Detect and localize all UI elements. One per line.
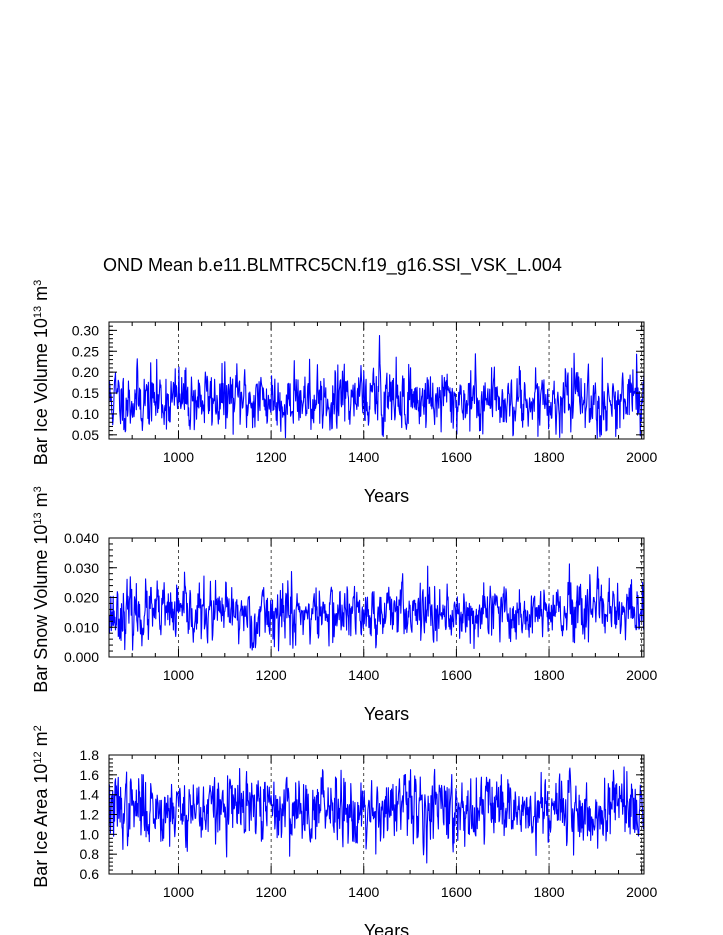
x-tick-label: 1000 [163, 667, 194, 683]
x-axis-label: Years [364, 921, 409, 935]
y-tick-label: 0.010 [64, 619, 99, 635]
x-tick-label: 1800 [533, 667, 564, 683]
x-tick-label: 1600 [441, 449, 472, 465]
x-axis-label: Years [364, 486, 409, 506]
y-tick-label: 0.8 [80, 846, 100, 862]
y-tick-label: 0.05 [72, 427, 99, 443]
panel-ice-volume: 0.05 0.10 0.15 0.20 0.25 0.30 1000 1200 1400 160… [31, 280, 657, 506]
y-axis-label-unit-exponent: 3 [32, 280, 44, 286]
y-axis-label: Bar Ice Volume 1013 m3 [31, 280, 51, 465]
y-axis-label-unit: m [31, 492, 51, 512]
y-tick-label: 1.4 [80, 787, 100, 803]
y-tick-labels: 0.000 0.010 0.020 0.030 0.040 [64, 530, 99, 665]
x-tick-label: 2000 [626, 884, 657, 900]
chart-title: OND Mean b.e11.BLMTRC5CN.f19_g16.SSI_VSK… [103, 255, 562, 276]
y-tick-labels: 0.6 0.8 1.0 1.2 1.4 1.6 1.8 [80, 747, 100, 882]
tick-marks [108, 537, 644, 658]
y-axis-label-exponent: 13 [32, 512, 44, 524]
y-tick-label: 0.040 [64, 530, 99, 546]
y-tick-labels: 0.05 0.10 0.15 0.20 0.25 0.30 [72, 322, 99, 442]
y-axis-label-base: Bar Ice Volume 10 [31, 318, 51, 465]
x-tick-label: 2000 [626, 449, 657, 465]
grid-lines [178, 538, 643, 657]
y-tick-label: 1.2 [80, 807, 100, 823]
x-tick-labels: 1000 1200 1400 1600 1800 2000 [163, 449, 658, 465]
x-tick-label: 1000 [163, 449, 194, 465]
series-snow-volume [108, 563, 645, 652]
series-ice-area [108, 766, 645, 864]
y-tick-label: 0.000 [64, 649, 99, 665]
y-tick-label: 0.25 [72, 343, 99, 359]
series-line [108, 335, 645, 439]
y-axis-label-base: Bar Ice Area 10 [31, 764, 51, 888]
y-tick-label: 0.6 [80, 866, 100, 882]
y-tick-label: 0.20 [72, 364, 99, 380]
y-tick-label: 0.15 [72, 385, 99, 401]
x-tick-label: 1000 [163, 884, 194, 900]
y-axis-label-unit: m [31, 731, 51, 751]
y-tick-label: 1.0 [80, 826, 100, 842]
y-tick-label: 1.6 [80, 767, 100, 783]
x-tick-label: 1600 [441, 667, 472, 683]
x-tick-label: 1200 [256, 884, 287, 900]
y-axis-label-unit-exponent: 2 [32, 725, 44, 731]
y-tick-label: 0.10 [72, 406, 99, 422]
x-tick-label: 1400 [348, 667, 379, 683]
y-axis-label-exponent: 12 [32, 751, 44, 763]
x-tick-label: 1200 [256, 449, 287, 465]
x-axis-label: Years [364, 704, 409, 724]
x-tick-label: 1200 [256, 667, 287, 683]
tick-marks [108, 321, 644, 440]
x-tick-labels: 1000 1200 1400 1600 1800 2000 [163, 667, 658, 683]
y-axis-label-exponent: 13 [32, 306, 44, 318]
x-tick-label: 2000 [626, 667, 657, 683]
tick-marks [108, 754, 644, 875]
x-tick-label: 1600 [441, 884, 472, 900]
panel-ice-area: 0.6 0.8 1.0 1.2 1.4 1.6 1.8 1000 1200 1400 1600 18… [31, 725, 657, 935]
y-tick-label: 1.8 [80, 747, 100, 763]
y-tick-label: 0.30 [72, 322, 99, 338]
x-tick-label: 1400 [348, 449, 379, 465]
y-tick-label: 0.020 [64, 590, 99, 606]
x-tick-labels: 1000 1200 1400 1600 1800 2000 [163, 884, 658, 900]
x-tick-label: 1800 [533, 884, 564, 900]
y-axis-label-unit: m [31, 286, 51, 306]
series-ice-volume [108, 335, 645, 439]
y-axis-label-unit-exponent: 3 [32, 486, 44, 492]
y-tick-label: 0.030 [64, 560, 99, 576]
y-axis-label: Bar Snow Volume 1013 m3 [31, 486, 51, 692]
x-tick-label: 1400 [348, 884, 379, 900]
panel-snow-volume: 0.000 0.010 0.020 0.030 0.040 1000 1200 1400 16… [31, 486, 657, 724]
series-line [108, 563, 645, 652]
y-axis-label: Bar Ice Area 1012 m2 [31, 725, 51, 887]
series-line [108, 766, 645, 864]
y-axis-label-base: Bar Snow Volume 10 [31, 525, 51, 693]
x-tick-label: 1800 [533, 449, 564, 465]
